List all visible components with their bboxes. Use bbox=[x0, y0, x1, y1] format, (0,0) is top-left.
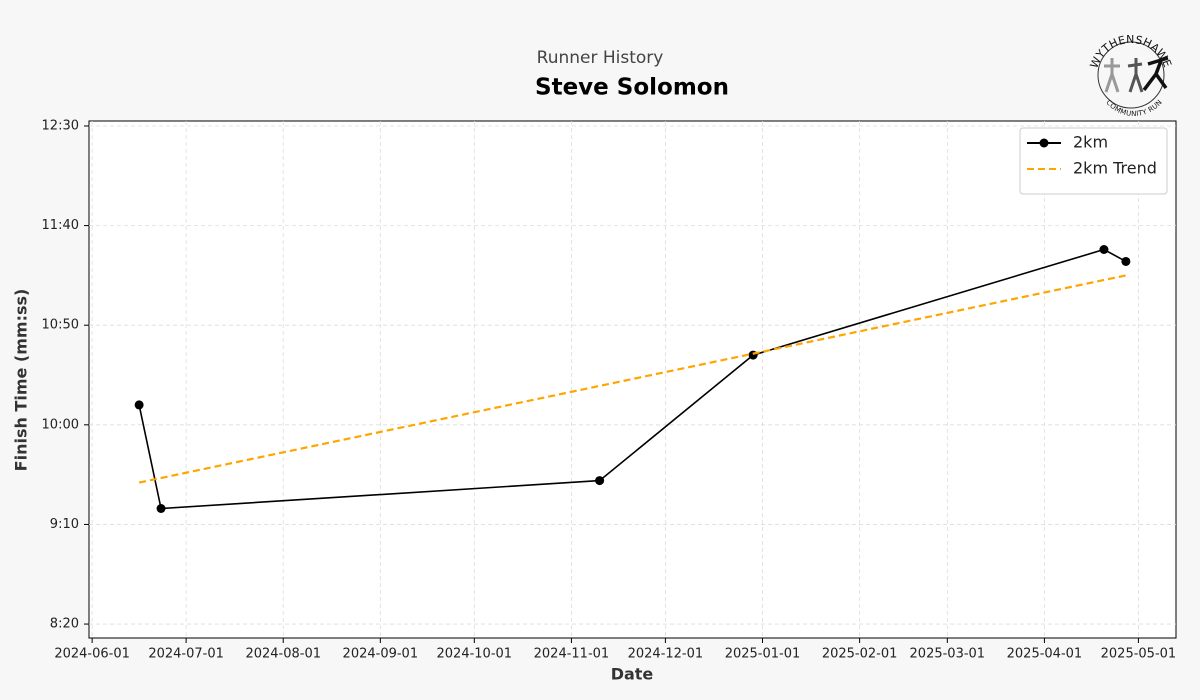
x-tick-label: 2024-12-01 bbox=[628, 647, 704, 662]
x-tick-label: 2025-05-01 bbox=[1101, 647, 1177, 662]
x-tick-label: 2025-03-01 bbox=[910, 647, 986, 662]
page-subtitle: Runner History bbox=[537, 48, 664, 68]
legend: 2km 2km Trend bbox=[1019, 127, 1168, 195]
data-point bbox=[1099, 245, 1109, 255]
y-tick-label: 10:50 bbox=[42, 318, 79, 333]
chart-title: Steve Solomon bbox=[535, 75, 729, 101]
x-tick-label: 2024-07-01 bbox=[148, 647, 224, 662]
legend-marker bbox=[1039, 138, 1049, 148]
data-point bbox=[134, 400, 144, 410]
series-line bbox=[138, 274, 1127, 484]
y-tick-label: 8:20 bbox=[50, 617, 79, 632]
x-tick-label: 2024-10-01 bbox=[437, 647, 513, 662]
x-tick-label: 2025-04-01 bbox=[1007, 647, 1083, 662]
x-tick-label: 2024-09-01 bbox=[343, 647, 419, 662]
x-tick-label: 2024-08-01 bbox=[245, 647, 321, 662]
y-tick-label: 10:00 bbox=[42, 417, 79, 432]
legend-label: 2km bbox=[1073, 133, 1108, 152]
legend-label: 2km Trend bbox=[1073, 159, 1157, 178]
x-axis-label: Date bbox=[611, 665, 654, 684]
logo-runner bbox=[1127, 58, 1144, 93]
data-point bbox=[595, 476, 605, 486]
x-tick-label: 2025-02-01 bbox=[822, 647, 898, 662]
y-tick-label: 11:40 bbox=[42, 218, 79, 233]
y-axis-label: Finish Time (mm:ss) bbox=[12, 289, 31, 472]
x-tick-label: 2024-06-01 bbox=[54, 647, 130, 662]
logo-ring bbox=[1097, 41, 1165, 109]
x-tick-label: 2025-01-01 bbox=[725, 647, 801, 662]
x-tick-label: 2024-11-01 bbox=[534, 647, 610, 662]
legend-box bbox=[1019, 127, 1168, 195]
y-tick-label: 9:10 bbox=[50, 517, 79, 532]
logo-runner bbox=[1142, 56, 1169, 92]
logo-runner bbox=[1104, 58, 1120, 93]
plot-area bbox=[88, 120, 1177, 639]
data-point bbox=[156, 504, 166, 514]
y-tick-label: 12:30 bbox=[42, 118, 79, 133]
data-point bbox=[1121, 256, 1131, 266]
